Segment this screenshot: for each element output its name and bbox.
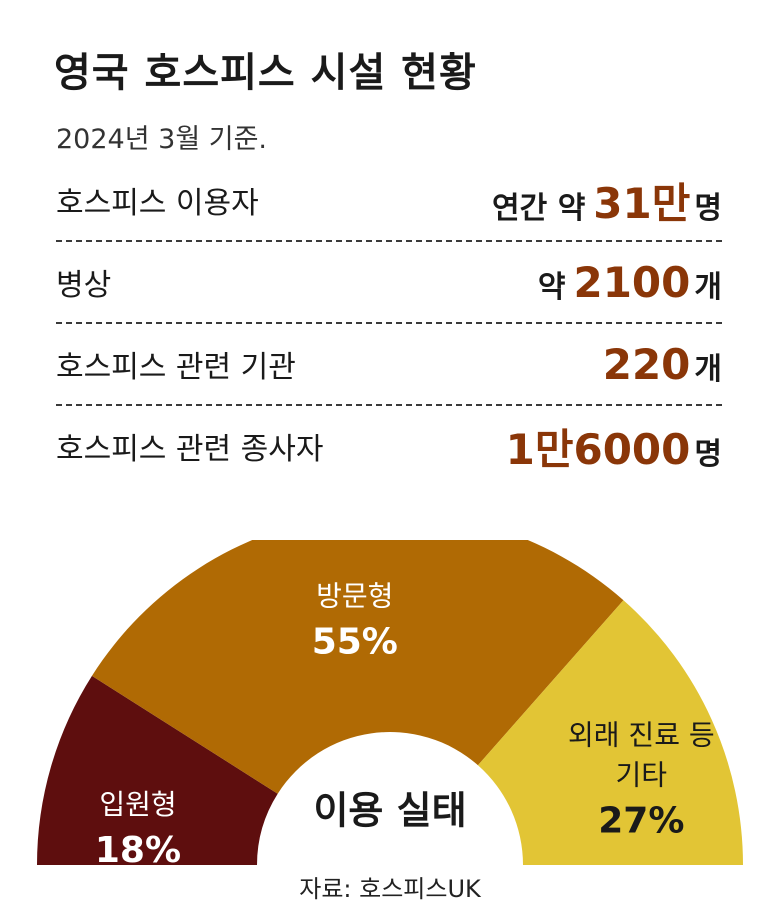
stat-row: 호스피스 관련 종사자 1만6000 명	[56, 406, 722, 486]
stat-number: 31만	[593, 178, 691, 228]
stat-label: 호스피스 이용자	[56, 186, 259, 221]
slice-2	[91, 540, 624, 794]
stat-number: 220	[602, 339, 691, 389]
page-subtitle: 2024년 3월 기준.	[56, 124, 267, 155]
stat-label: 호스피스 관련 기관	[56, 350, 296, 385]
slice-value-label: 27%	[598, 800, 684, 841]
slice-value-label: 18%	[95, 830, 181, 870]
stat-suffix: 명	[694, 436, 722, 472]
stat-prefix: 약	[537, 269, 566, 305]
stat-value: 약 2100 개	[538, 258, 722, 307]
slice-value-label: 55%	[312, 621, 398, 662]
stat-label: 병상	[56, 268, 112, 303]
stat-value: 1만6000 명	[506, 416, 722, 477]
stat-value: 220 개	[603, 340, 722, 389]
stat-value: 연간 약 31만 명	[492, 170, 722, 231]
slice-name-label: 외래 진료 등	[568, 718, 715, 751]
stat-suffix: 개	[694, 351, 722, 387]
stat-suffix: 명	[694, 190, 722, 226]
chart-center-label: 이용 실태	[313, 789, 466, 833]
stat-prefix: 연간 약	[492, 190, 586, 226]
stat-suffix: 개	[694, 269, 722, 305]
stat-row: 호스피스 이용자 연간 약 31만 명	[56, 160, 722, 242]
slice-name-label: 기타	[616, 758, 668, 791]
page-title: 영국 호스피스 시설 현황	[54, 50, 477, 96]
stats-table: 호스피스 이용자 연간 약 31만 명 병상 약 2100 개 호스피스 관련 기관 2…	[56, 160, 722, 486]
slice-3	[477, 600, 743, 865]
stat-number: 2100	[573, 257, 691, 307]
source-note: 자료: 호스피스UK	[299, 875, 481, 903]
stat-row: 병상 약 2100 개	[56, 242, 722, 324]
stat-label: 호스피스 관련 종사자	[56, 432, 324, 467]
slice-1	[37, 675, 278, 865]
stat-number: 1만6000	[505, 424, 691, 474]
slice-name-label: 입원형	[99, 788, 176, 821]
slice-name-label: 방문형	[316, 579, 393, 612]
usage-half-donut-chart: 입원형 18% 방문형 55% 외래 진료 등기타 27% 이용 실태	[37, 540, 743, 870]
stat-row: 호스피스 관련 기관 220 개	[56, 324, 722, 406]
